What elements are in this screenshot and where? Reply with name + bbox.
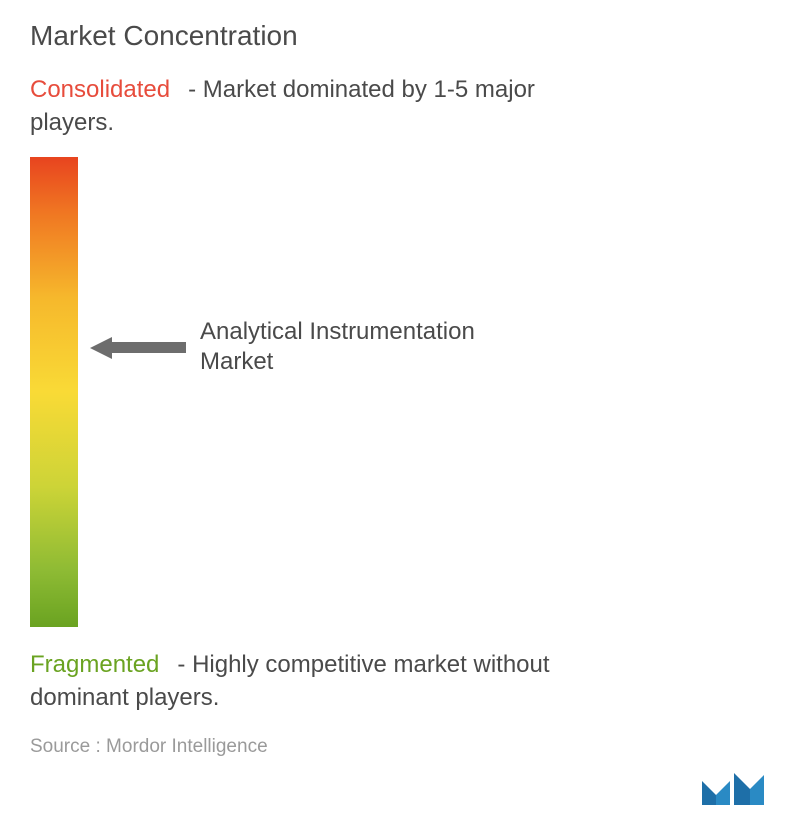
consolidated-term: Consolidated [30,76,170,104]
brand-logo [700,767,766,812]
marker-label: Analytical Instrumentation Market [200,317,475,377]
fragmented-definition: Fragmented - Highly competitive market w… [30,651,766,712]
fragmented-desc-1: - Highly competitive market without [177,651,549,680]
fragmented-desc-2: dominant players. [30,684,766,712]
source-name: Mordor Intelligence [106,736,268,757]
fragmented-term: Fragmented [30,651,159,679]
source-attribution: Source : Mordor Intelligence [30,736,766,758]
page-title: Market Concentration [30,20,766,52]
consolidated-desc-2: players. [30,109,766,137]
logo-icon [700,767,766,807]
consolidated-definition: Consolidated - Market dominated by 1-5 m… [30,76,766,137]
arrow-left-icon [90,337,186,357]
marker-label-line2: Market [200,347,475,377]
marker-label-line1: Analytical Instrumentation [200,317,475,347]
market-marker: Analytical Instrumentation Market [90,317,475,377]
source-prefix: Source : [30,736,101,757]
consolidated-desc-1: - Market dominated by 1-5 major [188,76,535,105]
gradient-container: Analytical Instrumentation Market [30,157,766,627]
concentration-gradient-bar [30,157,78,627]
